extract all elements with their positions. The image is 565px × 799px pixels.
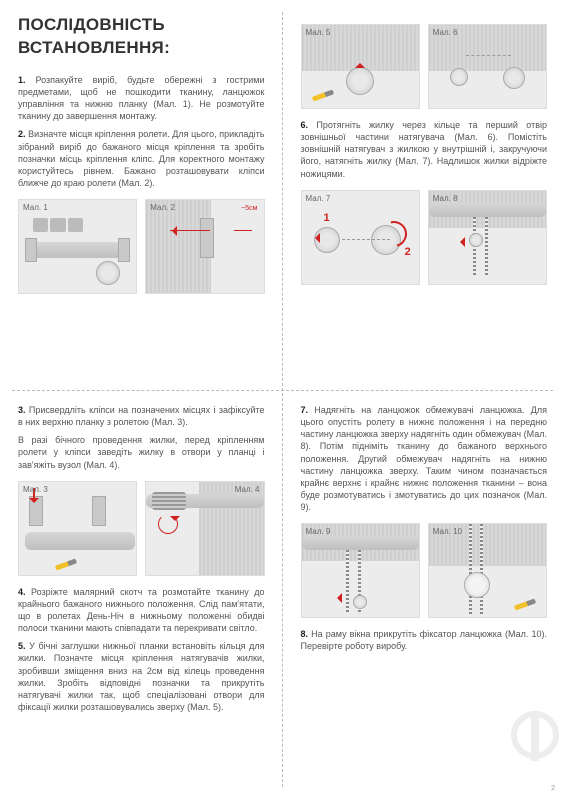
figure-8-label: Мал. 8 <box>433 194 458 205</box>
figure-5: Мал. 5 <box>301 24 420 109</box>
figure-7-num-2: 2 <box>405 245 411 260</box>
figure-6: Мал. 6 <box>428 24 547 109</box>
figure-1-label: Мал. 1 <box>23 203 48 214</box>
figure-7-label: Мал. 7 <box>306 194 331 205</box>
figure-8: Мал. 8 <box>428 190 547 285</box>
figure-2-note: ~5см <box>241 204 257 213</box>
quadrant-top-left: ПОСЛІДОВНІСТЬ ВСТАНОВЛЕННЯ: 1. Розпакуйт… <box>0 0 283 390</box>
figure-6-label: Мал. 6 <box>433 28 458 39</box>
figure-4-label: Мал. 4 <box>235 485 260 496</box>
quadrant-top-right: Мал. 5 Мал. 6 6. Протягніть жилку через … <box>283 0 565 390</box>
step-3-note: В разі бічного проведення жилки, перед к… <box>18 434 265 470</box>
watermark-icon <box>511 711 559 759</box>
step-2: 2. Визначте місця кріплення ролети. Для … <box>18 128 265 189</box>
figure-7-num-1: 1 <box>324 211 330 226</box>
page-number: 2 <box>551 784 555 793</box>
quadrant-bottom-left: 3. Присвердліть кліпси на позначених міс… <box>0 390 283 799</box>
figure-9: Мал. 9 <box>301 523 420 618</box>
step-5: 5. У бічні заглушки нижньої планки встан… <box>18 640 265 713</box>
figure-5-label: Мал. 5 <box>306 28 331 39</box>
figure-3-label: Мал. 3 <box>23 485 48 496</box>
figure-10-label: Мал. 10 <box>433 527 462 538</box>
figure-3: Мал. 3 <box>18 481 137 576</box>
page-title: ПОСЛІДОВНІСТЬ ВСТАНОВЛЕННЯ: <box>18 14 265 60</box>
figure-9-label: Мал. 9 <box>306 527 331 538</box>
step-7: 7. Надягніть на ланцюжок обмежувачі ланц… <box>301 404 548 513</box>
quadrant-bottom-right: 7. Надягніть на ланцюжок обмежувачі ланц… <box>283 390 565 799</box>
figure-2: Мал. 2 ~5см <box>145 199 264 294</box>
step-8: 8. На раму вікна прикрутіть фіксатор лан… <box>301 628 548 652</box>
figure-1: Мал. 1 <box>18 199 137 294</box>
figure-7: Мал. 7 1 2 <box>301 190 420 285</box>
step-1: 1. Розпакуйте виріб, будьте обережні з г… <box>18 74 265 123</box>
figure-4: Мал. 4 <box>145 481 264 576</box>
step-3: 3. Присвердліть кліпси на позначених міс… <box>18 404 265 428</box>
step-4: 4. Розріжте малярний скотч та розмотайте… <box>18 586 265 635</box>
figure-10: Мал. 10 <box>428 523 547 618</box>
figure-2-label: Мал. 2 <box>150 203 175 214</box>
step-6: 6. Протягніть жилку через кільце та перш… <box>301 119 548 180</box>
